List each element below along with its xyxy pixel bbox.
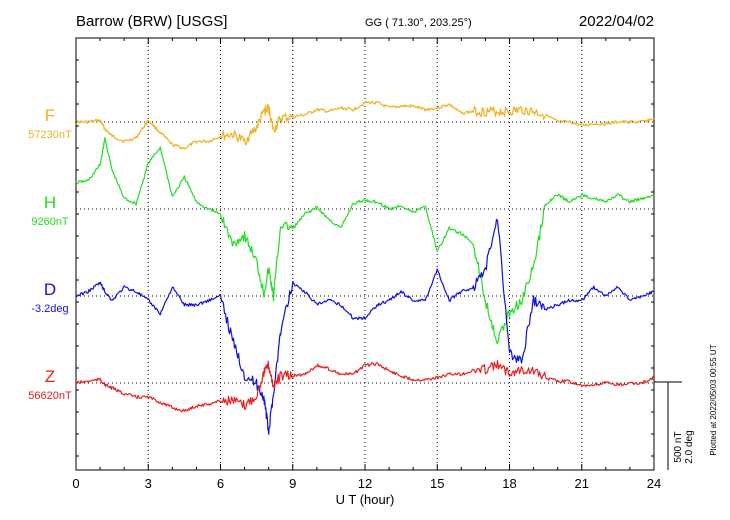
series-name-f: F [45, 106, 55, 125]
series-group [75, 100, 655, 435]
series-baseline-z: 56620nT [28, 390, 72, 402]
coordinates-label: GG ( 71.30°, 203.25°) [365, 17, 472, 29]
x-tick-label: 24 [647, 476, 661, 491]
series-line-h [75, 137, 655, 345]
series-line-z [75, 359, 655, 413]
x-tick-label: 18 [502, 476, 516, 491]
scale-bar: 500 nT 2.0 deg [654, 381, 695, 470]
series-name-h: H [44, 193, 56, 212]
x-tick-label: 15 [430, 476, 444, 491]
series-baseline-f: 57230nT [28, 129, 72, 141]
grid [76, 38, 654, 470]
date-label: 2022/04/02 [579, 13, 654, 30]
tick-marks [75, 37, 655, 470]
series-labels: F 57230nT H 9260nT D -3.2deg Z 56620nT [28, 106, 72, 402]
x-tick-label: 3 [145, 476, 152, 491]
series-baseline-d: -3.2deg [31, 303, 68, 315]
x-tick-label: 6 [217, 476, 224, 491]
series-name-d: D [44, 280, 56, 299]
station-title: Barrow (BRW) [USGS] [76, 13, 227, 30]
scale-bar-nt: 500 nT [673, 431, 684, 462]
x-tick-label: 0 [72, 476, 79, 491]
x-tick-label: 21 [575, 476, 589, 491]
scale-bar-deg: 2.0 deg [684, 430, 695, 463]
x-axis-label: U T (hour) [336, 492, 395, 507]
series-baseline-h: 9260nT [31, 216, 69, 228]
plotted-timestamp: Plotted at 2022/05/03 00:55 UT [709, 344, 718, 455]
series-name-z: Z [45, 367, 55, 386]
x-tick-labels: 0 3 6 9 12 15 18 21 24 [72, 476, 661, 491]
x-tick-label: 12 [358, 476, 372, 491]
series-line-f [75, 100, 655, 150]
series-line-d [75, 218, 655, 435]
x-tick-label: 9 [289, 476, 296, 491]
